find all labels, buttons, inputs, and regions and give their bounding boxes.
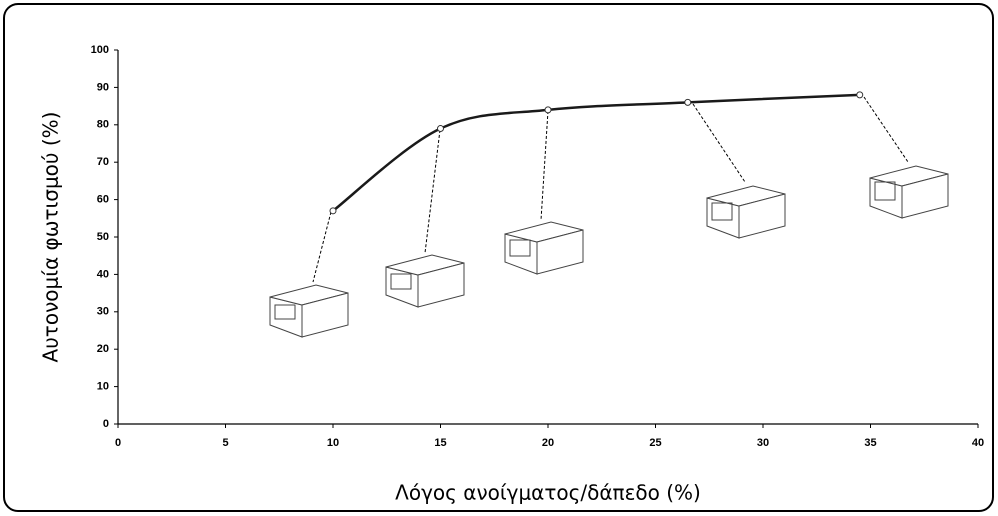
x-axis-title: Λόγος ανοίγματος/δάπεδο (%) (395, 481, 701, 505)
leader-line (424, 129, 441, 254)
y-tick-label: 30 (97, 306, 109, 318)
x-tick-label: 5 (222, 437, 228, 449)
y-tick-label: 80 (97, 119, 109, 131)
point (329, 207, 337, 215)
y-tick-label: 60 (97, 194, 109, 206)
x-tick-label: 20 (542, 437, 554, 449)
point (544, 106, 552, 114)
x-tick-label: 35 (864, 437, 876, 449)
x-tick-label: 25 (649, 437, 661, 449)
window (711, 202, 733, 221)
window (390, 273, 412, 290)
x-tick-label: 10 (327, 437, 339, 449)
leader-line (692, 103, 746, 183)
point (437, 125, 444, 133)
y-tick-label: 70 (97, 156, 109, 168)
room-illustrations (269, 96, 949, 338)
room-box (269, 284, 349, 338)
y-tick-label: 50 (97, 231, 109, 243)
chart-frame (3, 3, 994, 512)
line (332, 93, 860, 212)
y-tick-label: 20 (97, 343, 109, 355)
leader-line (863, 96, 909, 163)
x-tick-label: 15 (434, 437, 446, 449)
room-box (504, 221, 584, 275)
leader-lines (312, 96, 909, 283)
x-tick-label: 40 (972, 437, 984, 449)
leader-line (312, 211, 332, 283)
window (874, 181, 896, 201)
y-axis-title: Αυτονομία φωτισμού (%) (39, 112, 63, 363)
y-tick-label: 10 (97, 381, 109, 393)
x-tick-label: 0 (115, 437, 121, 449)
box-face (738, 193, 786, 239)
y-tick-label: 0 (103, 418, 109, 430)
room-box (706, 185, 786, 239)
box-face (901, 173, 949, 219)
box-face (536, 229, 584, 275)
window (274, 304, 296, 320)
y-tick-label: 90 (97, 81, 109, 93)
box-face (301, 292, 349, 338)
leader-line (540, 110, 549, 221)
room-box (385, 254, 465, 308)
x-tick-label: 30 (757, 437, 769, 449)
point (684, 98, 692, 106)
y-tick-label: 100 (91, 44, 109, 56)
room-box (869, 165, 949, 219)
y-tick-label: 40 (97, 268, 109, 280)
window (509, 239, 531, 257)
point (856, 91, 864, 99)
box-face (417, 262, 465, 308)
